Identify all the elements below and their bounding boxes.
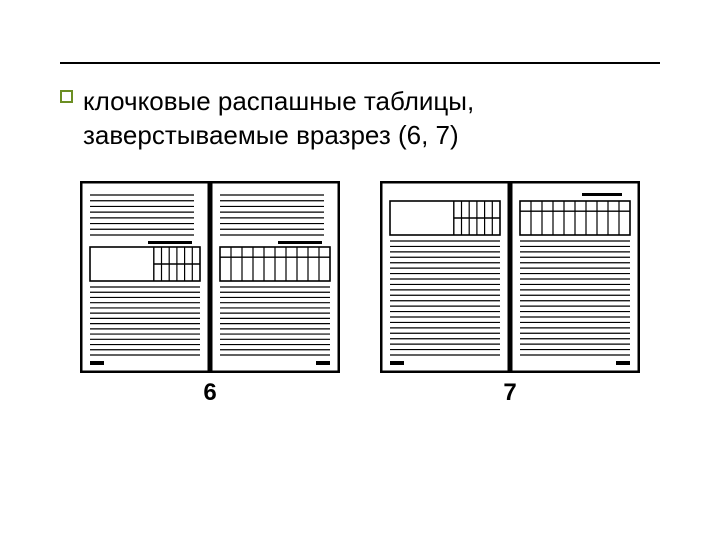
bullet-item: клочковые распашные таблицы, заверстывае… [60, 85, 660, 153]
bullet-text: клочковые распашные таблицы, заверстывае… [83, 85, 660, 153]
content-area: клочковые распашные таблицы, заверстывае… [60, 85, 660, 407]
diagram-6: 6 [80, 181, 340, 407]
diagram-7: 7 [380, 181, 640, 407]
figure-7-svg [380, 181, 640, 373]
figure-7-label: 7 [503, 379, 516, 407]
diagrams-row: 6 7 [60, 181, 660, 407]
figure-6-svg [80, 181, 340, 373]
figure-6-label: 6 [203, 379, 216, 407]
bullet-square-icon [60, 90, 73, 103]
horizontal-rule [60, 62, 660, 64]
